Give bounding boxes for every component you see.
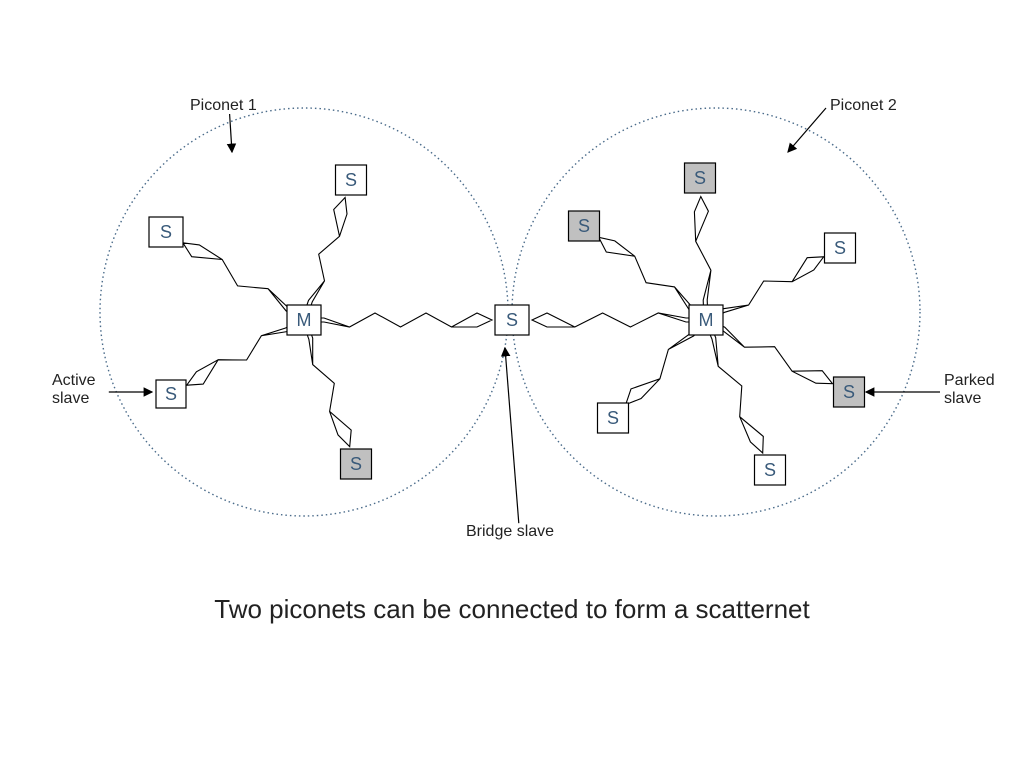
- bolt-m2-s25: [626, 325, 702, 404]
- node-s11: S: [149, 217, 183, 247]
- node-s23: S: [825, 233, 856, 263]
- lbl-piconet1: Piconet 1: [190, 97, 257, 114]
- lbl-piconet2-arrow: [788, 108, 826, 152]
- caption-text: Two piconets can be connected to form a …: [214, 594, 810, 624]
- bolt-m1-s12: [305, 198, 347, 313]
- node-label-s12: S: [345, 170, 357, 190]
- node-s24: S: [834, 377, 865, 407]
- bolt-m2-s26: [708, 328, 764, 454]
- node-label-s26: S: [764, 460, 776, 480]
- bolt-m1-s14: [305, 328, 351, 447]
- node-m1: M: [287, 305, 321, 335]
- node-s22: S: [569, 211, 600, 241]
- node-s14: S: [341, 449, 372, 479]
- bolt-m2-s24: [713, 322, 832, 383]
- node-bridge: S: [495, 305, 529, 335]
- lbl-piconet2: Piconet 2: [830, 97, 897, 114]
- node-label-bridge: S: [506, 310, 518, 330]
- scatternet-diagram: M S S S S S M S S S S S S Piconet 1 Piconet 2 Activesl…: [0, 0, 1024, 768]
- bolt-m1-s13: [187, 323, 297, 386]
- lbl-piconet1-arrow: [230, 114, 232, 152]
- node-s26: S: [755, 455, 786, 485]
- node-label-s14: S: [350, 454, 362, 474]
- bolt-m2-s23: [713, 257, 824, 318]
- lbl-bridge-arrow: [505, 348, 519, 523]
- node-label-s21: S: [694, 168, 706, 188]
- lbl-bridge: Bridge slave: [466, 523, 554, 540]
- node-m2: M: [689, 305, 723, 335]
- node-label-m1: M: [297, 310, 312, 330]
- bolt-m1-s11: [183, 243, 298, 317]
- node-s12: S: [336, 165, 367, 195]
- node-s13: S: [156, 380, 186, 408]
- node-label-s23: S: [834, 238, 846, 258]
- bolt-m2-s22: [599, 237, 700, 316]
- node-s21: S: [685, 163, 716, 193]
- node-s25: S: [598, 403, 629, 433]
- node-label-s13: S: [165, 384, 177, 404]
- node-label-s11: S: [160, 222, 172, 242]
- bolt-m1-bridge: [313, 313, 492, 327]
- node-label-s25: S: [607, 408, 619, 428]
- node-label-s22: S: [578, 216, 590, 236]
- bolt-m2-bridge: [532, 313, 697, 327]
- lbl-parked: Parkedslave: [944, 372, 995, 407]
- node-label-s24: S: [843, 382, 855, 402]
- lbl-active: Activeslave: [52, 372, 96, 407]
- node-label-m2: M: [699, 310, 714, 330]
- bolt-m2-s21: [694, 197, 711, 312]
